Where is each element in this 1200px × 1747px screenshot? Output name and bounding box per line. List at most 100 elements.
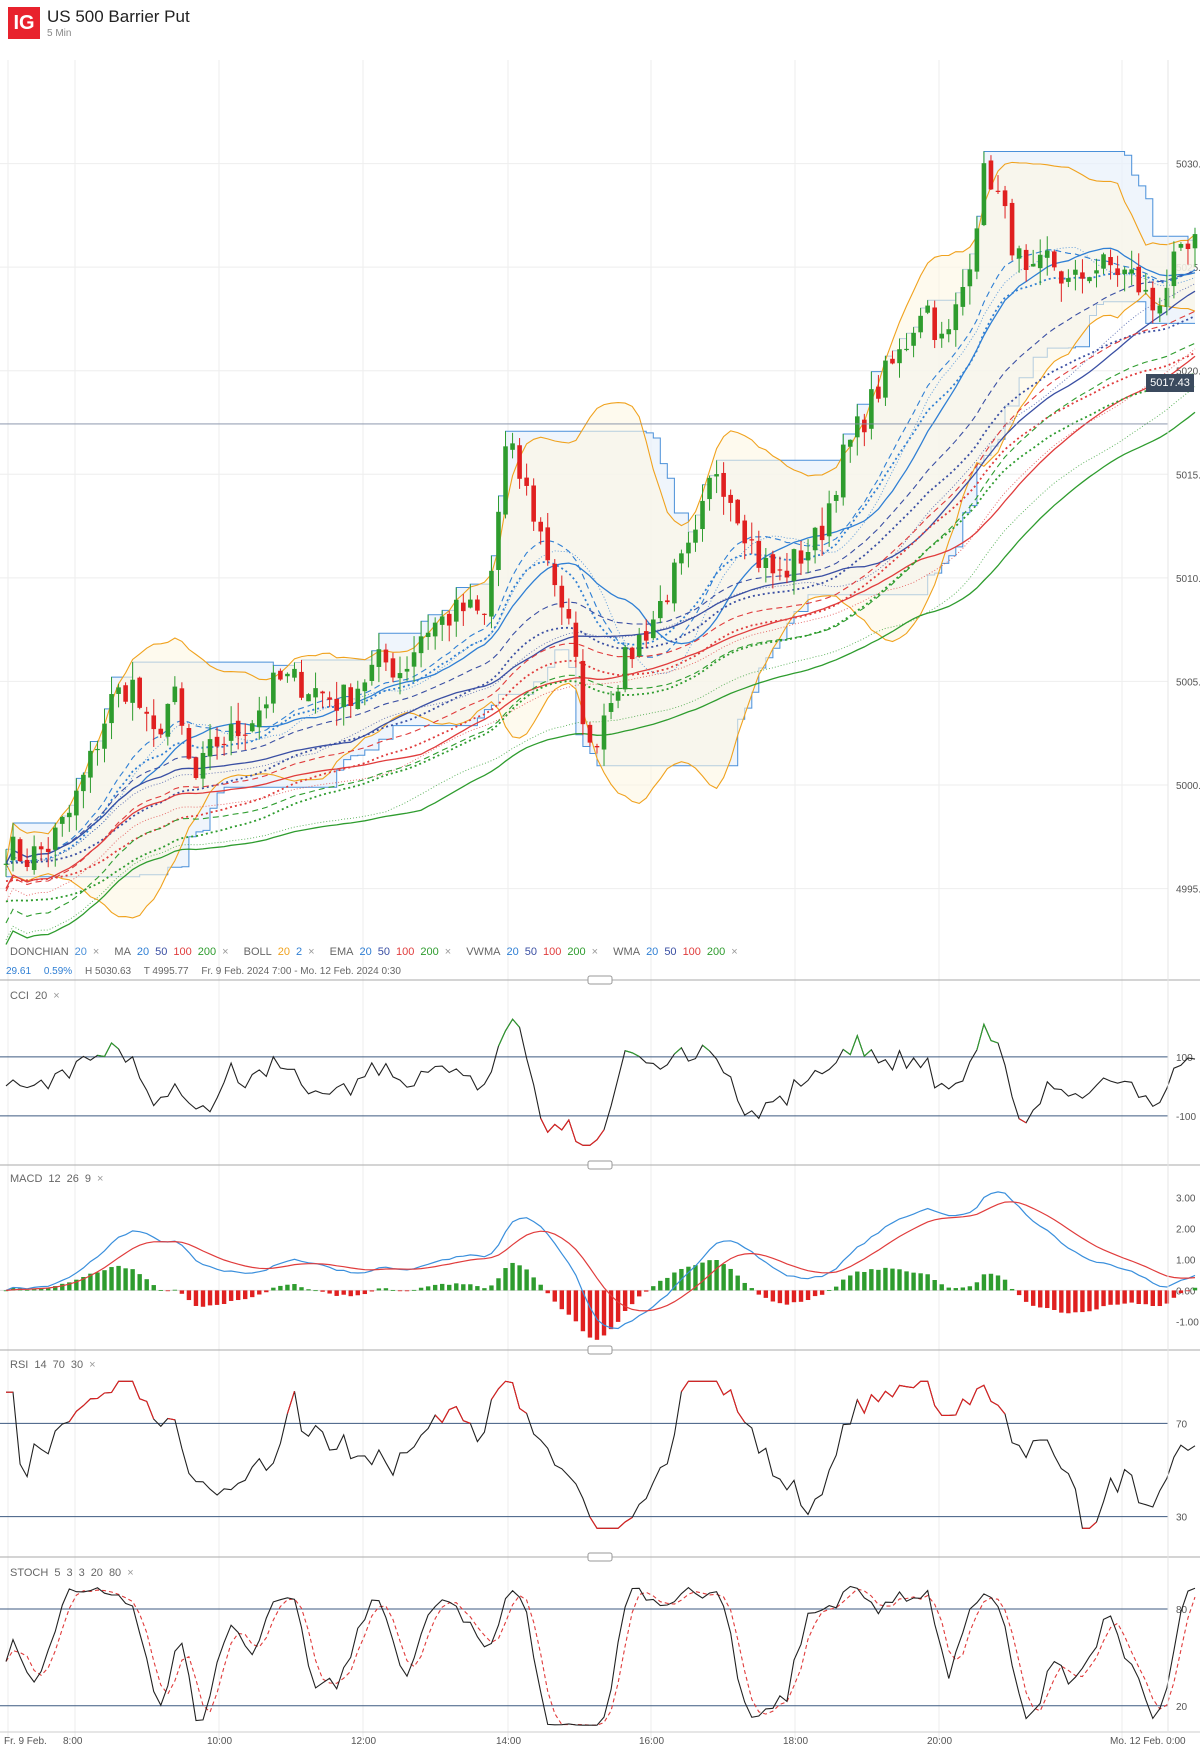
macd-histogram-bar <box>805 1290 811 1301</box>
candle-body <box>791 549 797 581</box>
macd-histogram-bar <box>1192 1287 1198 1291</box>
legend-wma[interactable]: WMA 20 50 100 200 × <box>613 946 738 958</box>
close-icon[interactable]: × <box>222 946 229 958</box>
candle-body <box>756 540 762 568</box>
macd-histogram-bar <box>1045 1290 1050 1309</box>
macd-histogram-bar <box>341 1290 346 1295</box>
candle-body <box>890 358 895 364</box>
macd-histogram-bar <box>165 1290 171 1292</box>
candle-body <box>798 550 804 564</box>
macd-histogram-bar <box>1016 1290 1022 1296</box>
close-icon[interactable]: × <box>731 946 738 958</box>
candle-body <box>446 613 452 626</box>
candle-body <box>763 557 769 568</box>
macd-histogram-bar <box>573 1290 579 1322</box>
macd-histogram-bar <box>1094 1290 1099 1310</box>
cci-extreme-segment <box>97 1042 119 1058</box>
rsi-extreme-segment <box>589 1516 633 1529</box>
candle-body <box>770 554 776 574</box>
change-value: 29.61 <box>6 966 32 977</box>
stoch-d-line <box>5 1588 1196 1726</box>
cci-legend[interactable]: CCI 20 × <box>10 990 60 1002</box>
candle-body <box>3 863 9 865</box>
candle-body <box>517 445 522 479</box>
macd-histogram-bar <box>355 1290 360 1296</box>
macd-histogram-bar <box>890 1268 895 1291</box>
candle-body <box>341 684 347 708</box>
macd-histogram-bar <box>425 1286 431 1291</box>
close-icon[interactable]: × <box>444 946 452 958</box>
candle-body <box>749 539 755 541</box>
candle-body <box>1002 190 1008 207</box>
candle-body <box>256 710 262 728</box>
macd-histogram-bar <box>46 1288 51 1291</box>
close-icon[interactable]: × <box>127 1567 134 1579</box>
candle-body <box>418 636 424 654</box>
legend-boll[interactable]: BOLL 20 2 × <box>243 946 315 958</box>
macd-histogram-bar <box>686 1266 691 1291</box>
stoch-legend[interactable]: STOCH 5 3 3 20 80 × <box>10 1567 134 1579</box>
macd-histogram-bar <box>299 1287 304 1291</box>
close-icon[interactable]: × <box>89 1359 96 1371</box>
y-tick-label: 5010.00 <box>1176 574 1200 585</box>
candle-body <box>1129 269 1134 274</box>
candle-body <box>489 570 494 617</box>
x-tick-label: Fr. 9 Feb. <box>4 1736 47 1747</box>
cci-extreme-segment <box>842 1034 872 1058</box>
cci-level-label: -100 <box>1176 1112 1196 1123</box>
legend-donchian[interactable]: DONCHIAN 20 × <box>10 946 100 958</box>
candle-body <box>721 472 726 497</box>
candle-body <box>383 649 389 663</box>
close-icon[interactable]: × <box>53 990 60 1002</box>
macd-histogram-bar <box>327 1290 332 1294</box>
candle-body <box>1185 243 1191 250</box>
close-icon[interactable]: × <box>92 946 100 958</box>
macd-histogram-bar <box>1030 1290 1036 1306</box>
macd-histogram-bar <box>475 1286 480 1291</box>
macd-histogram-bar <box>995 1275 1001 1291</box>
macd-histogram-bar <box>517 1265 522 1291</box>
x-tick-label: 8:00 <box>63 1736 83 1747</box>
macd-histogram-bar <box>658 1280 663 1291</box>
candle-body <box>271 672 276 704</box>
close-icon[interactable]: × <box>591 946 599 958</box>
macd-legend[interactable]: MACD 12 26 9 × <box>10 1173 104 1185</box>
candle-body <box>1192 234 1198 249</box>
rsi-legend[interactable]: RSI 14 70 30 × <box>10 1359 96 1371</box>
legend-ema[interactable]: EMA 20 50 100 200 × <box>329 946 452 958</box>
macd-histogram-bar <box>918 1273 923 1291</box>
legend-vwma[interactable]: VWMA 20 50 100 200 × <box>466 946 599 958</box>
macd-histogram-bar <box>411 1289 417 1291</box>
candle-body <box>313 688 318 698</box>
macd-histogram-bar <box>566 1290 572 1315</box>
ema-100-line <box>5 351 1196 882</box>
macd-histogram-bar <box>418 1287 424 1291</box>
legend-ma[interactable]: MA 20 50 100 200 × <box>114 946 229 958</box>
candle-body <box>404 668 410 672</box>
y-tick-label: 5005.00 <box>1176 677 1200 688</box>
macd-histogram-bar <box>116 1265 121 1291</box>
candle-body <box>172 686 178 703</box>
candle-body <box>1051 251 1057 268</box>
bollinger-fill <box>6 162 1195 918</box>
candle-body <box>249 723 255 732</box>
candle-body <box>580 660 586 725</box>
macd-histogram-bar <box>580 1290 586 1332</box>
macd-histogram-bar <box>721 1264 726 1291</box>
candle-body <box>179 688 185 726</box>
instrument-title: US 500 Barrier Put <box>47 7 190 26</box>
candle-body <box>608 703 614 712</box>
rsi-extreme-segment <box>856 1380 1006 1416</box>
macd-histogram-bar <box>158 1290 163 1291</box>
wma-20-line <box>5 249 1196 864</box>
macd-histogram-bar <box>179 1290 185 1294</box>
macd-histogram-bar <box>728 1268 733 1291</box>
candle-body <box>1136 266 1142 293</box>
candle-body <box>278 670 283 680</box>
macd-histogram-bar <box>911 1272 916 1291</box>
rsi-extreme-segment <box>434 1405 471 1424</box>
candle-body <box>1157 305 1163 314</box>
close-icon[interactable]: × <box>97 1173 104 1185</box>
close-icon[interactable]: × <box>308 946 315 958</box>
